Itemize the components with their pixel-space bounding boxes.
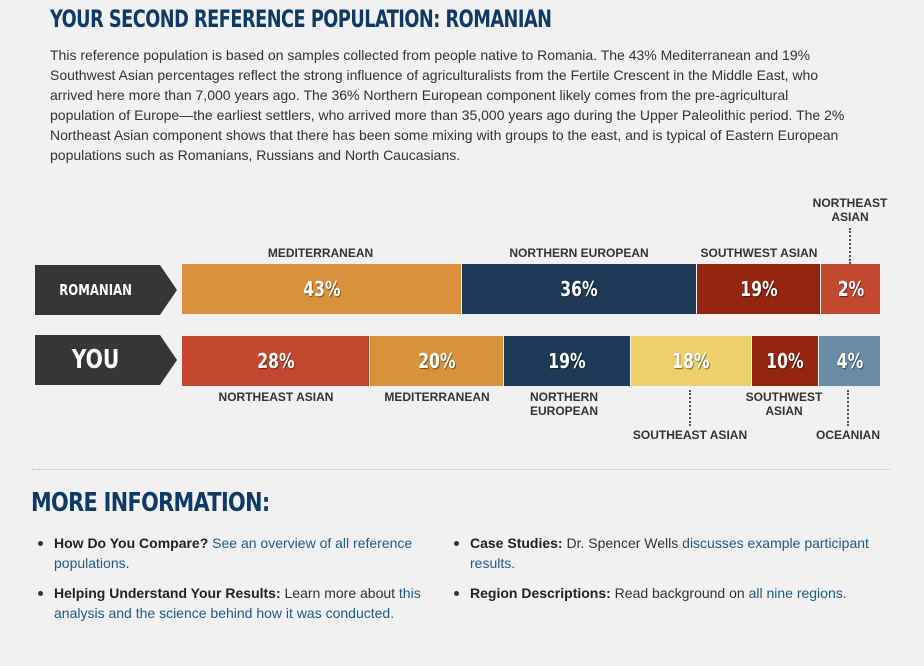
label-you-northeast-asian: NORTHEAST ASIAN [218, 390, 334, 404]
overview-link[interactable]: See an overview of all reference populat… [54, 535, 413, 571]
row-label-you: YOU [35, 335, 177, 385]
info-item-regions: Region Descriptions: Read background on … [446, 583, 886, 603]
leader-line-northeast-asian [849, 228, 851, 264]
segment-northeast-asian[interactable]: 28% [182, 336, 370, 386]
segment-northern-european[interactable]: 36% [462, 264, 697, 314]
segment-southwest-asian[interactable]: 19% [697, 264, 821, 314]
label-you-oceanian: OCEANIAN [815, 428, 880, 442]
more-info-list-right: Case Studies: Dr. Spencer Wells discusse… [446, 533, 886, 613]
segment-southeast-asian[interactable]: 18% [631, 336, 752, 386]
bar-you: 28% 20% 19% 18% 10% 4% [182, 336, 880, 386]
page-title: YOUR SECOND REFERENCE POPULATION: ROMANI… [50, 5, 552, 33]
label-romanian-northern-european: NORTHERN EUROPEAN [509, 246, 649, 260]
label-you-mediterranean: MEDITERRANEAN [384, 390, 490, 404]
label-romanian-mediterranean: MEDITERRANEAN [267, 246, 374, 260]
label-you-northern-european: NORTHERN EUROPEAN [530, 390, 599, 418]
label-you-southeast-asian: SOUTHEAST ASIAN [632, 428, 748, 442]
more-info-list-left: How Do You Compare? See an overview of a… [30, 533, 450, 633]
case-studies-link[interactable]: discusses example participant results. [470, 535, 869, 571]
segment-northern-european[interactable]: 19% [504, 336, 631, 386]
label-romanian-southwest-asian: SOUTHWEST ASIAN [700, 246, 818, 260]
section-divider [32, 469, 890, 470]
segment-mediterranean[interactable]: 43% [182, 264, 462, 314]
bar-romanian: 43% 36% 19% 2% [182, 264, 880, 314]
segment-southwest-asian[interactable]: 10% [752, 336, 819, 386]
segment-oceanian[interactable]: 4% [819, 336, 880, 386]
regions-link[interactable]: all nine regions. [748, 585, 847, 601]
leader-line-oceanian [847, 390, 849, 426]
segment-northeast-asian[interactable]: 2% [821, 264, 880, 314]
info-item-case-studies: Case Studies: Dr. Spencer Wells discusse… [446, 533, 886, 573]
intro-paragraph: This reference population is based on sa… [50, 47, 845, 163]
analysis-link[interactable]: this analysis and the science behind how… [54, 585, 421, 621]
label-romanian-northeast-asian: NORTHEAST ASIAN [812, 196, 888, 224]
segment-mediterranean[interactable]: 20% [370, 336, 504, 386]
label-you-southwest-asian: SOUTHWEST ASIAN [745, 390, 823, 418]
row-label-romanian: ROMANIAN [35, 265, 177, 315]
info-item-understand: Helping Understand Your Results: Learn m… [30, 583, 450, 623]
more-info-title: MORE INFORMATION: [31, 488, 270, 518]
leader-line-southeast-asian [689, 390, 691, 426]
info-item-compare: How Do You Compare? See an overview of a… [30, 533, 450, 573]
